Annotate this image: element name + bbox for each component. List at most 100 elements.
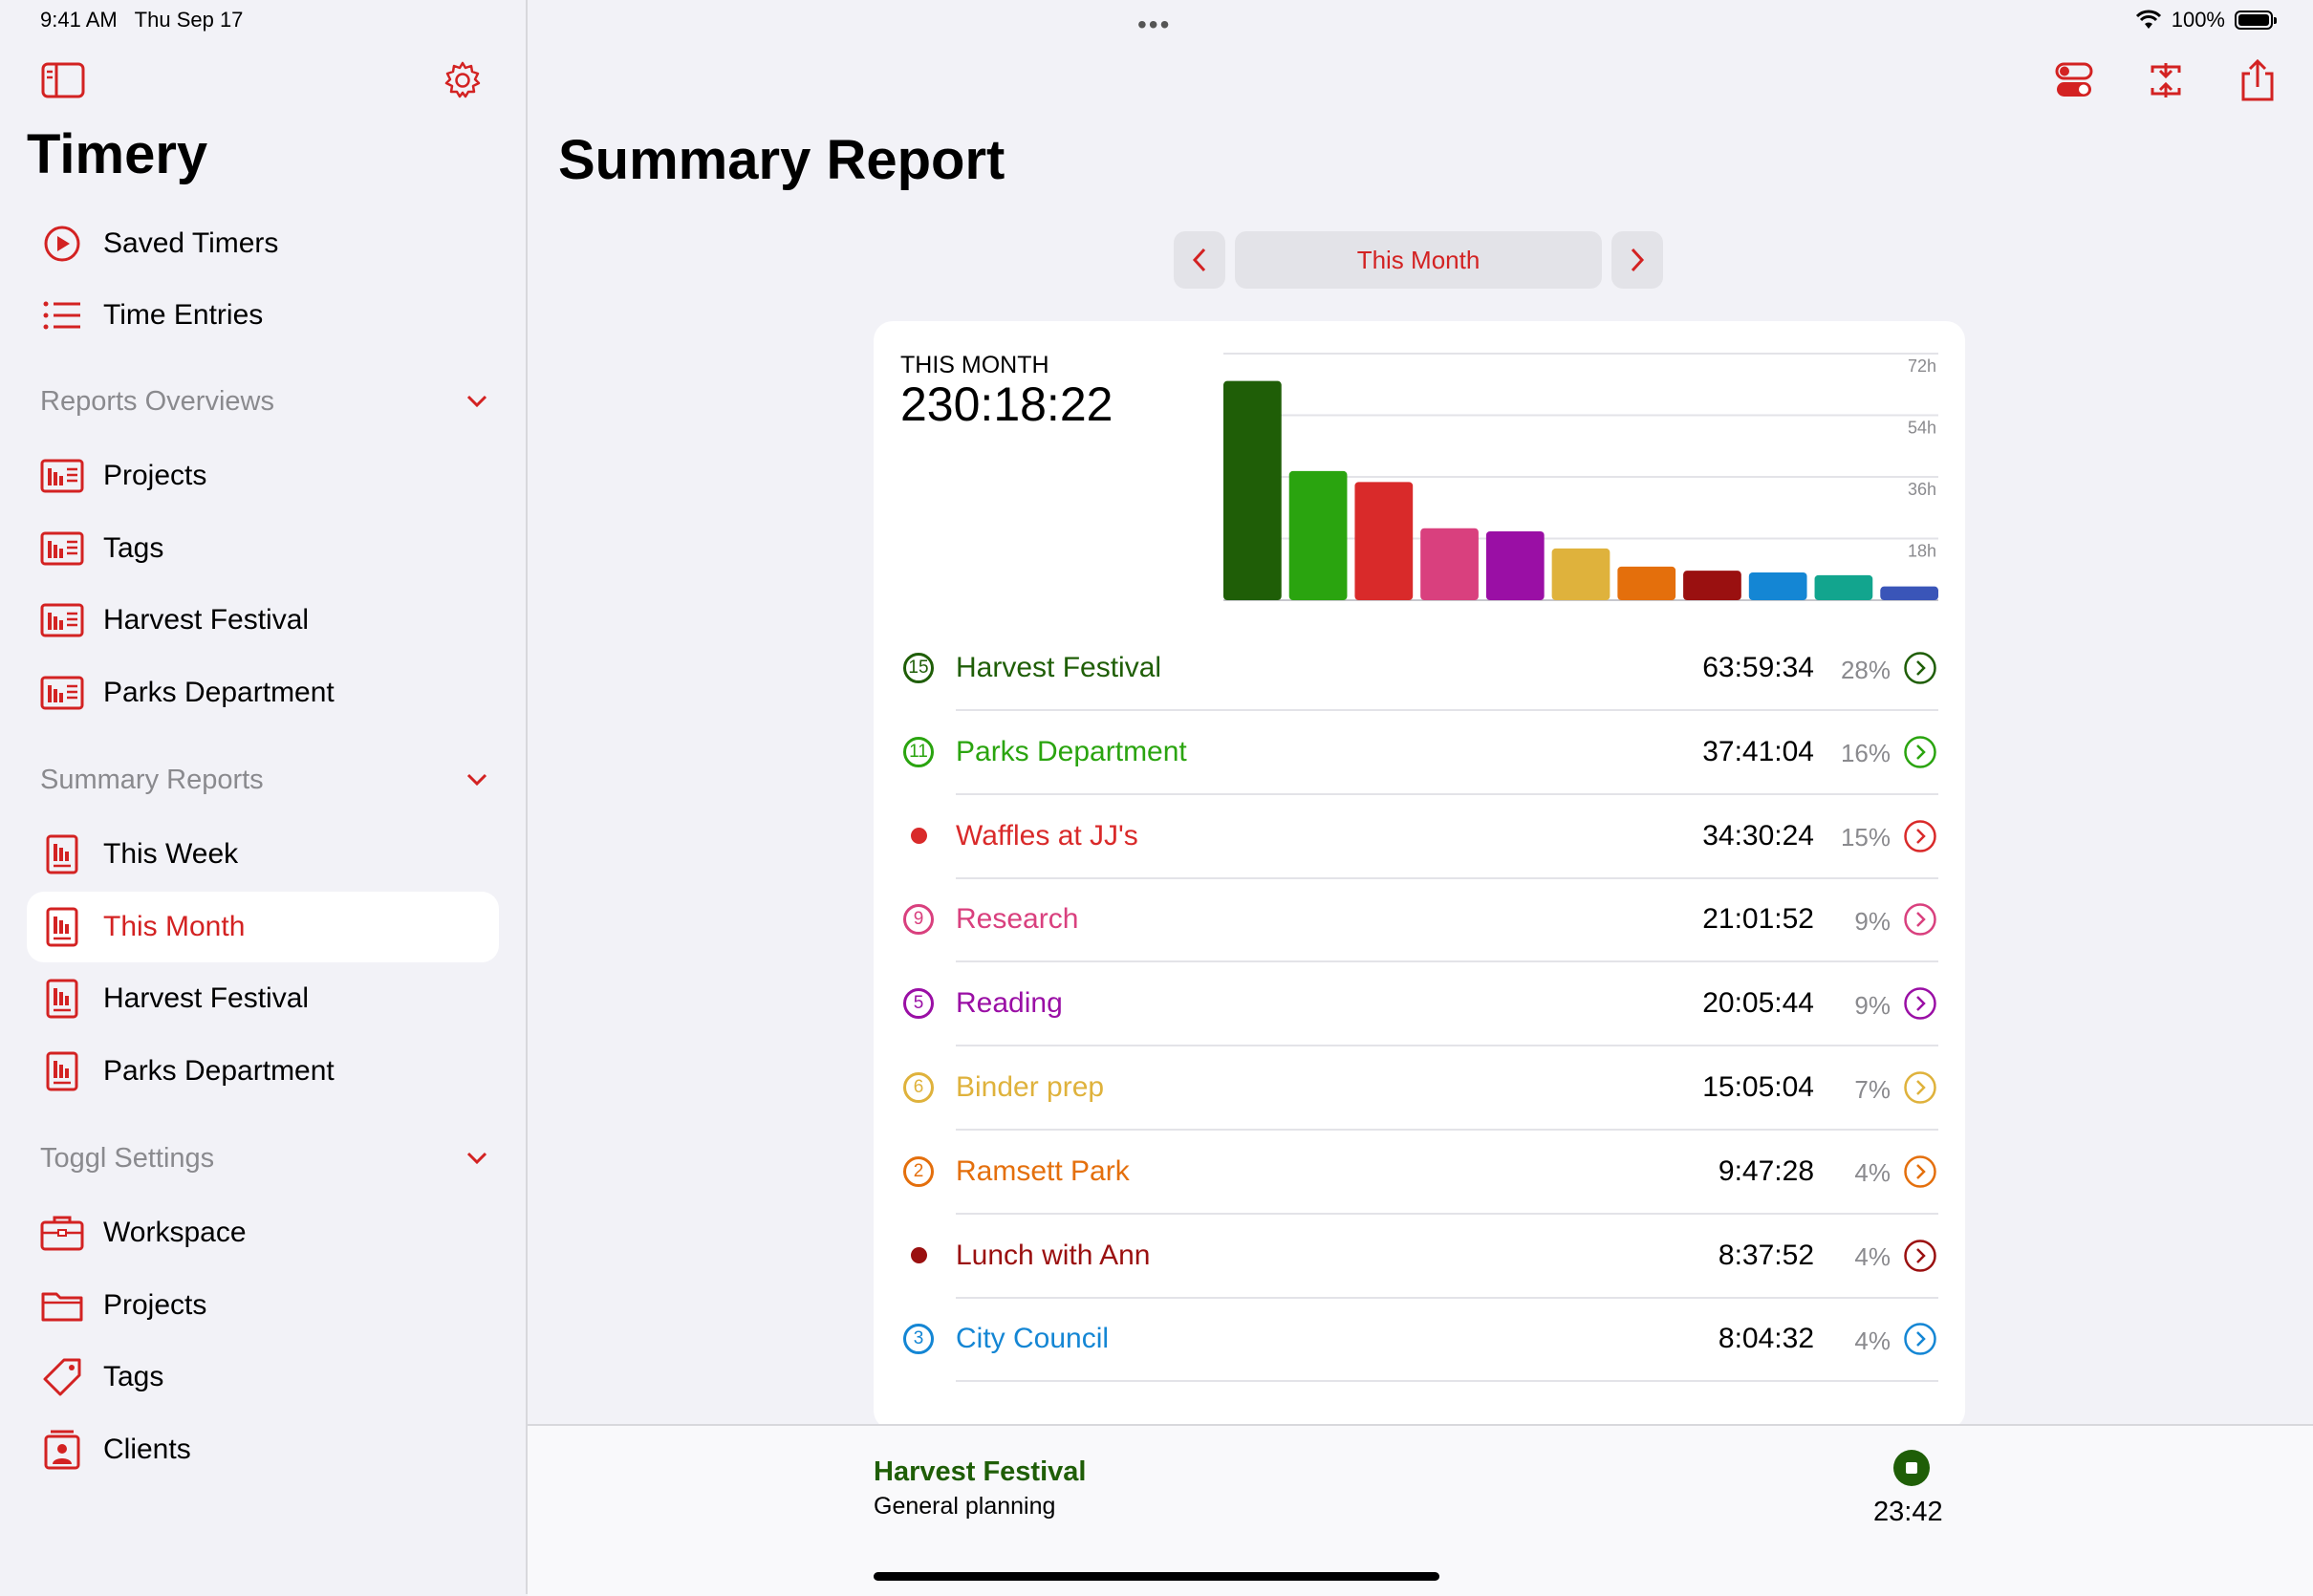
- sidebar-item-label: Projects: [103, 460, 207, 491]
- status-indicators: 100%: [2135, 8, 2277, 32]
- project-duration: 8:04:32: [1718, 1323, 1814, 1355]
- project-row[interactable]: 11 Parks Department 37:41:04 16%: [900, 710, 1938, 794]
- project-percent: 28%: [1840, 655, 1891, 684]
- period-total: 230:18:22: [900, 377, 1113, 431]
- project-name: Waffles at JJ's: [956, 819, 1138, 852]
- sidebar-item-parks-department[interactable]: Parks Department: [27, 1036, 499, 1107]
- sidebar-item-tags[interactable]: Tags: [27, 1342, 499, 1413]
- project-row[interactable]: Waffles at JJ's 34:30:24 15%: [900, 794, 1938, 878]
- running-description: General planning: [874, 1493, 1056, 1520]
- sidebar-toggle-icon[interactable]: [36, 54, 90, 107]
- row-divider: [956, 709, 1938, 711]
- row-divider: [956, 1212, 1938, 1215]
- row-divider: [956, 792, 1938, 795]
- row-divider: [956, 1129, 1938, 1131]
- sidebar-item-workspace[interactable]: Workspace: [27, 1197, 499, 1268]
- y-tick-label: 36h: [1908, 480, 1936, 499]
- chevron-right-circle-icon[interactable]: [1902, 1069, 1938, 1106]
- chart-bar: [1814, 574, 1873, 600]
- sidebar-item-clients[interactable]: Clients: [27, 1414, 499, 1485]
- stop-timer-button[interactable]: [1887, 1443, 1936, 1493]
- chevron-right-circle-icon[interactable]: [1902, 818, 1938, 854]
- chevron-right-circle-icon[interactable]: [1902, 1321, 1938, 1357]
- chevron-right-circle-icon[interactable]: [1902, 650, 1938, 686]
- color-dot-icon: [900, 818, 937, 854]
- multitasking-dots[interactable]: •••: [1137, 10, 1172, 39]
- entry-count-badge: 6: [900, 1069, 937, 1106]
- section-header[interactable]: Toggl Settings: [40, 1143, 489, 1175]
- entry-count: 6: [903, 1072, 934, 1103]
- entry-count: 9: [903, 904, 934, 936]
- section-header[interactable]: Summary Reports: [40, 765, 489, 796]
- stop-icon: [1893, 1450, 1930, 1486]
- sidebar-item-label: Tags: [103, 1361, 164, 1393]
- previous-period-button[interactable]: [1174, 231, 1225, 289]
- document-chart-icon: [40, 905, 84, 949]
- entry-count: 15: [903, 653, 934, 683]
- document-chart-icon: [40, 977, 84, 1021]
- report-icon: [40, 671, 84, 715]
- chevron-right-circle-icon[interactable]: [1902, 901, 1938, 938]
- sidebar-item-this-week[interactable]: This Week: [27, 819, 499, 890]
- status-clock: 9:41 AM: [40, 8, 118, 32]
- project-row[interactable]: 3 City Council 8:04:32 4%: [900, 1297, 1938, 1381]
- section-header-label: Summary Reports: [40, 765, 264, 795]
- toggle-switch-icon[interactable]: [2047, 54, 2101, 107]
- project-name: Harvest Festival: [956, 652, 1162, 683]
- briefcase-icon: [40, 1211, 84, 1255]
- home-indicator[interactable]: [874, 1572, 1439, 1581]
- project-duration: 8:37:52: [1718, 1239, 1814, 1271]
- status-time: 9:41 AM Thu Sep 17: [40, 8, 243, 32]
- sidebar-item-tags[interactable]: Tags: [27, 513, 499, 584]
- chevron-down-icon[interactable]: [465, 765, 489, 796]
- chevron-right-circle-icon[interactable]: [1902, 985, 1938, 1022]
- sidebar-item-label: Workspace: [103, 1217, 247, 1248]
- chart-bar: [1223, 380, 1282, 600]
- chevron-down-icon[interactable]: [465, 1143, 489, 1175]
- running-timer-bar[interactable]: [528, 1424, 2313, 1596]
- sidebar-item-parks-department[interactable]: Parks Department: [27, 658, 499, 728]
- section-header[interactable]: Reports Overviews: [40, 386, 489, 418]
- sidebar-item-label: Tags: [103, 531, 164, 564]
- project-row[interactable]: Lunch with Ann 8:37:52 4%: [900, 1214, 1938, 1298]
- sync-arrows-icon[interactable]: [2139, 54, 2193, 107]
- project-row[interactable]: 6 Binder prep 15:05:04 7%: [900, 1046, 1938, 1130]
- project-duration: 63:59:34: [1702, 652, 1814, 683]
- running-elapsed: 23:42: [1873, 1497, 1943, 1527]
- period-selector[interactable]: This Month: [1235, 231, 1602, 289]
- sidebar-item-projects[interactable]: Projects: [27, 441, 499, 511]
- project-row[interactable]: 5 Reading 20:05:44 9%: [900, 961, 1938, 1046]
- chevron-down-icon[interactable]: [465, 386, 489, 418]
- project-row[interactable]: 15 Harvest Festival 63:59:34 28%: [900, 626, 1938, 710]
- share-icon[interactable]: [2231, 54, 2284, 107]
- chevron-right-circle-icon[interactable]: [1902, 734, 1938, 770]
- client-icon: [40, 1428, 84, 1472]
- sidebar-item-harvest-festival[interactable]: Harvest Festival: [27, 585, 499, 656]
- project-row[interactable]: 2 Ramsett Park 9:47:28 4%: [900, 1130, 1938, 1214]
- sidebar-item-this-month[interactable]: This Month: [27, 891, 499, 962]
- project-percent: 4%: [1854, 1326, 1891, 1355]
- project-duration: 37:41:04: [1702, 735, 1814, 767]
- bar-chart: 72h 54h 36h 18h: [1223, 353, 1938, 601]
- sidebar-item-projects[interactable]: Projects: [27, 1270, 499, 1341]
- sidebar-item-time-entries[interactable]: Time Entries: [27, 280, 499, 351]
- chevron-right-circle-icon[interactable]: [1902, 1238, 1938, 1274]
- chevron-right-circle-icon[interactable]: [1902, 1154, 1938, 1190]
- entry-count: 5: [903, 988, 934, 1020]
- project-row[interactable]: 9 Research 21:01:52 9%: [900, 877, 1938, 961]
- entry-count: 3: [903, 1324, 934, 1355]
- next-period-button[interactable]: [1611, 231, 1663, 289]
- row-divider: [956, 876, 1938, 879]
- sidebar-item-harvest-festival[interactable]: Harvest Festival: [27, 963, 499, 1034]
- entry-count: 11: [903, 736, 934, 767]
- project-duration: 34:30:24: [1702, 819, 1814, 852]
- chart-bar: [1617, 566, 1676, 600]
- sidebar-item-label: Clients: [103, 1434, 191, 1466]
- chart-bar: [1551, 548, 1610, 600]
- entry-count: 2: [903, 1155, 934, 1187]
- y-tick-label: 72h: [1908, 356, 1936, 376]
- folder-icon: [40, 1283, 84, 1327]
- sidebar-item-saved-timers[interactable]: Saved Timers: [27, 208, 499, 279]
- settings-gear-icon[interactable]: [436, 54, 489, 107]
- chevron-right-icon: [1631, 248, 1645, 272]
